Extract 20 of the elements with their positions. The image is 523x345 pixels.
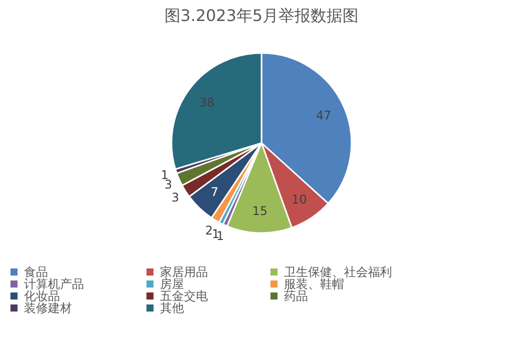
data-label: 2 bbox=[205, 223, 213, 238]
chart-title: 图3.2023年5月举报数据图 bbox=[164, 6, 359, 25]
legend-label: 药品 bbox=[284, 289, 308, 303]
legend-label: 服装、鞋帽 bbox=[284, 277, 344, 291]
data-label: 10 bbox=[292, 192, 307, 207]
legend-label: 食品 bbox=[24, 265, 48, 279]
legend-label: 五金交电 bbox=[160, 289, 208, 303]
legend-label: 其他 bbox=[160, 301, 184, 315]
legend-label: 计算机产品 bbox=[24, 277, 84, 291]
legend-label: 家居用品 bbox=[160, 265, 208, 279]
legend-label: 化妆品 bbox=[24, 289, 60, 303]
legend-label: 房屋 bbox=[160, 277, 184, 291]
legend-label: 卫生保健、社会福利 bbox=[284, 265, 392, 279]
data-label: 1 bbox=[160, 168, 168, 182]
legend-label: 装修建材 bbox=[24, 301, 72, 315]
data-label: 1 bbox=[216, 229, 224, 244]
data-label: 3 bbox=[172, 190, 180, 205]
data-label: 47 bbox=[316, 108, 332, 122]
data-label: 38 bbox=[199, 95, 215, 110]
data-label: 7 bbox=[210, 185, 218, 200]
